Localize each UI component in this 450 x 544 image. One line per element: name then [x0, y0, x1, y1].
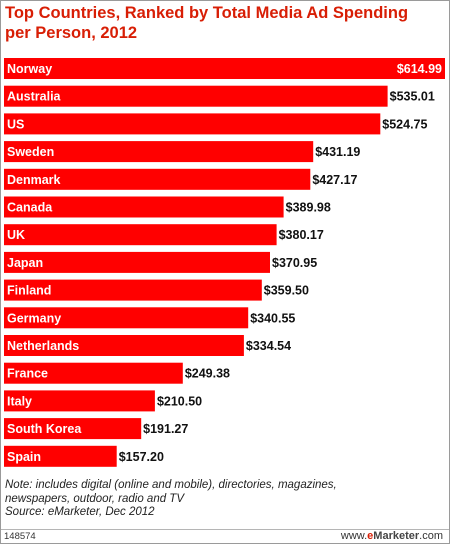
bar-row-canada: Canada $389.98	[4, 196, 331, 218]
value-label-italy: $210.50	[157, 394, 202, 408]
value-label-japan: $370.95	[272, 256, 317, 270]
brand-e: e	[367, 530, 374, 542]
bar-finland	[4, 279, 262, 301]
category-label-canada: Canada	[7, 201, 53, 215]
bar-row-norway: Norway $614.99	[4, 58, 445, 79]
bar-france	[4, 362, 183, 384]
bar-australia	[4, 85, 388, 107]
category-label-uk: UK	[7, 228, 25, 242]
bar-row-us: US $524.75	[4, 113, 428, 135]
chart-footer: 148574 www.eMarketer.com	[1, 529, 449, 544]
bar-netherlands	[4, 335, 244, 356]
bar-denmark	[4, 168, 311, 190]
bar-row-japan: Japan $370.95	[4, 251, 317, 273]
bar-chart: Norway $614.99 Australia $535.01 US $524.75 Sw…	[4, 58, 445, 467]
category-label-japan: Japan	[7, 256, 43, 270]
category-label-germany: Germany	[7, 311, 61, 325]
bar-row-australia: Australia $535.01	[4, 85, 435, 107]
brand-suffix: .com	[419, 530, 443, 542]
bar-germany	[4, 307, 249, 329]
bar-spain	[4, 445, 117, 467]
value-label-denmark: $427.17	[312, 173, 357, 187]
category-label-south-korea: South Korea	[7, 422, 82, 436]
chart-id: 148574	[4, 531, 36, 542]
bar-row-south-korea: South Korea $191.27	[4, 418, 188, 440]
value-label-sweden: $431.19	[315, 145, 360, 159]
value-label-germany: $340.55	[250, 311, 295, 325]
bar-row-uk: UK $380.17	[4, 224, 324, 246]
source-line: Source: eMarketer, Dec 2012	[5, 506, 155, 518]
chart-notes: Note: includes digital (online and mobil…	[5, 479, 445, 520]
category-label-france: France	[7, 367, 48, 381]
emarketer-logo: www.eMarketer.com	[341, 530, 443, 542]
brand-prefix: www.	[340, 530, 368, 542]
category-label-denmark: Denmark	[7, 173, 61, 187]
bar-row-finland: Finland $359.50	[4, 279, 309, 301]
category-label-italy: Italy	[7, 394, 32, 408]
category-label-finland: Finland	[7, 284, 51, 298]
category-label-sweden: Sweden	[7, 145, 54, 159]
note-line-2: newspapers, outdoor, radio and TV	[5, 492, 185, 505]
category-label-australia: Australia	[7, 90, 62, 104]
value-label-uk: $380.17	[279, 228, 324, 242]
bar-sweden	[4, 141, 314, 163]
value-label-south-korea: $191.27	[143, 422, 188, 436]
bar-canada	[4, 196, 284, 218]
bar-row-france: France $249.38	[4, 362, 230, 384]
bar-row-italy: Italy $210.50	[4, 390, 202, 412]
chart-title: Top Countries, Ranked by Total Media Ad …	[5, 3, 445, 43]
value-label-norway: $614.99	[397, 62, 442, 76]
note-line-1: Note: includes digital (online and mobil…	[5, 479, 337, 491]
value-label-spain: $157.20	[119, 450, 164, 464]
bar-us	[4, 113, 381, 135]
bar-row-sweden: Sweden $431.19	[4, 141, 360, 163]
chart-title-line-2: per Person, 2012	[5, 24, 138, 42]
bar-south-korea	[4, 418, 142, 440]
category-label-norway: Norway	[7, 62, 52, 76]
value-label-finland: $359.50	[264, 284, 309, 298]
value-label-us: $524.75	[382, 117, 427, 131]
bar-row-germany: Germany $340.55	[4, 307, 295, 329]
value-label-france: $249.38	[185, 367, 230, 381]
chart-title-line-1: Top Countries, Ranked by Total Media Ad …	[5, 4, 409, 22]
bar-row-spain: Spain $157.20	[4, 445, 164, 467]
value-label-australia: $535.01	[390, 90, 435, 104]
value-label-netherlands: $334.54	[246, 339, 291, 353]
category-label-netherlands: Netherlands	[7, 339, 79, 353]
value-label-canada: $389.98	[286, 201, 331, 215]
bar-row-netherlands: Netherlands $334.54	[4, 335, 291, 356]
bar-uk	[4, 224, 277, 246]
brand-name: Marketer	[373, 530, 420, 542]
bar-norway	[4, 58, 445, 79]
category-label-us: US	[7, 117, 24, 131]
bar-row-denmark: Denmark $427.17	[4, 168, 358, 190]
bar-italy	[4, 390, 155, 412]
bar-japan	[4, 251, 270, 273]
category-label-spain: Spain	[7, 450, 41, 464]
